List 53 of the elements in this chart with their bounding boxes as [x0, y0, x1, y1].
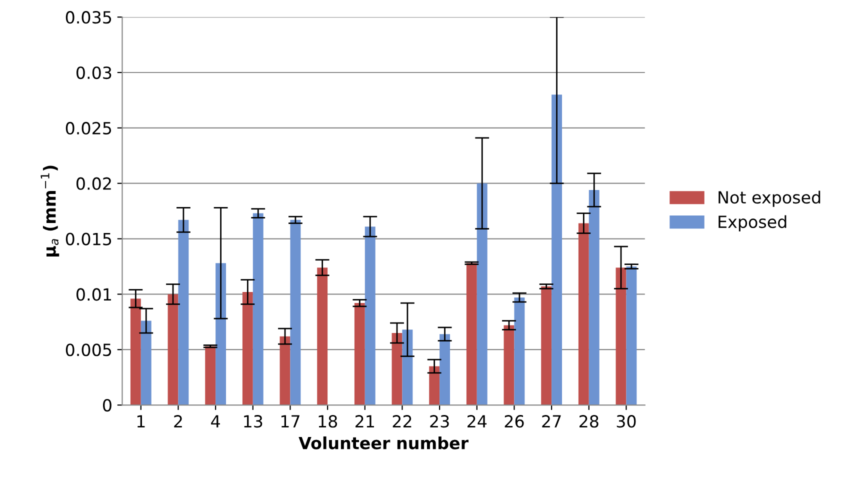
- x-tick-label: 24: [468, 415, 487, 428]
- bar: [588, 190, 600, 406]
- x-tick-label: 27: [542, 415, 561, 428]
- bar: [466, 263, 477, 406]
- bar: [541, 286, 552, 406]
- bar: [242, 292, 253, 406]
- y-tick-label: 0.03: [76, 66, 112, 80]
- y-tick-label: 0.035: [66, 11, 112, 24]
- x-tick-label: 30: [616, 415, 636, 428]
- bar: [429, 366, 440, 406]
- legend-label: Exposed: [718, 215, 786, 232]
- bar: [205, 346, 216, 406]
- y-tick-label: 0.025: [66, 122, 112, 134]
- y-axis-title: μ$_{a}$ (mm$^{−1}$): [40, 166, 60, 256]
- bar: [354, 303, 365, 406]
- bar: [616, 268, 626, 406]
- x-tick-label: 1: [137, 415, 145, 428]
- bar: [178, 220, 189, 406]
- y-tick-label: 0: [103, 399, 112, 412]
- y-tick-label: 0.02: [76, 177, 111, 190]
- x-tick-label: 4: [211, 415, 220, 428]
- bar: [168, 294, 178, 406]
- bar: [290, 220, 301, 406]
- bar: [552, 94, 562, 406]
- x-tick-label: 18: [318, 415, 338, 428]
- bar: [440, 334, 450, 406]
- bar: [140, 320, 152, 406]
- x-tick-label: 2: [174, 415, 182, 428]
- legend-label: Not exposed: [718, 190, 820, 207]
- bar: [626, 266, 637, 406]
- bar: [392, 332, 402, 406]
- bar: [514, 298, 525, 406]
- bar: [130, 298, 141, 406]
- x-tick-label: 28: [580, 415, 598, 428]
- bar: [402, 330, 413, 406]
- bar: [280, 336, 290, 406]
- y-tick-label: 0.015: [66, 232, 112, 246]
- x-tick-label: 22: [392, 415, 412, 428]
- bar: [364, 226, 376, 406]
- bar: [317, 268, 328, 406]
- bar: [252, 213, 264, 406]
- bar: [476, 183, 488, 406]
- x-tick-label: 17: [281, 415, 300, 428]
- y-tick-label: 0.005: [66, 344, 112, 356]
- bar: [216, 263, 226, 406]
- x-tick-label: 21: [356, 415, 374, 428]
- x-axis-title: Volunteer number: [298, 436, 469, 450]
- bar: [504, 325, 514, 406]
- bar: [578, 223, 589, 406]
- y-tick-label: 0.01: [76, 288, 111, 301]
- x-tick-label: 23: [430, 415, 449, 428]
- x-tick-label: 13: [244, 415, 262, 428]
- x-tick-label: 26: [504, 415, 524, 428]
